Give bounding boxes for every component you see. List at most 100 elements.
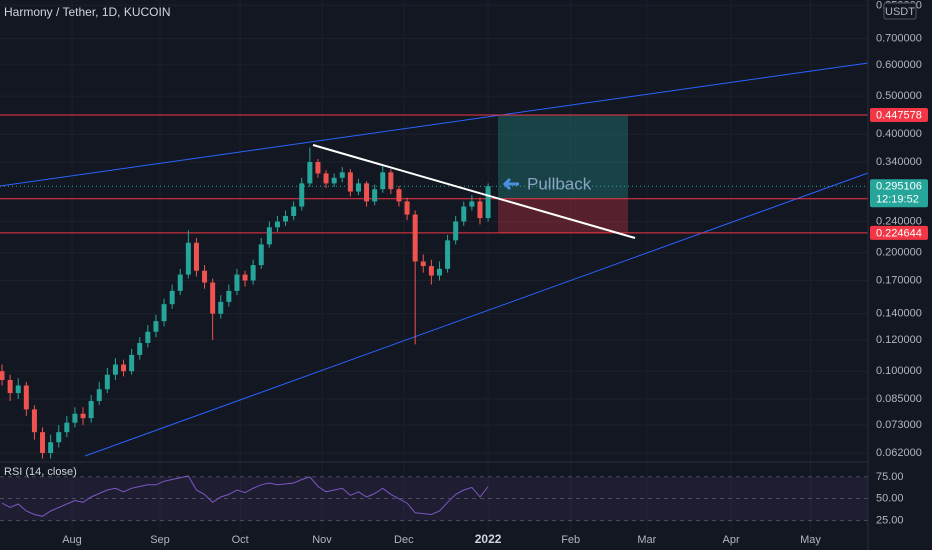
candle-body xyxy=(315,161,321,174)
x-tick-label: 2022 xyxy=(475,532,502,546)
rsi-line xyxy=(1,475,489,517)
candle-body xyxy=(461,206,467,222)
candle-body xyxy=(153,321,159,332)
candle-body xyxy=(104,374,110,390)
candle-body xyxy=(477,201,483,219)
candle-body xyxy=(274,221,280,228)
candle-body xyxy=(283,215,289,222)
level-tag-label: 0.447578 xyxy=(876,109,922,121)
candle-body xyxy=(469,201,475,207)
x-tick-label: Feb xyxy=(561,534,580,546)
candle-body xyxy=(266,227,272,245)
y-tick-label: 0.085000 xyxy=(876,393,922,405)
last-price-tag xyxy=(870,179,928,208)
candle-body xyxy=(121,364,127,372)
candle-body xyxy=(380,172,386,190)
candle-body xyxy=(161,304,167,322)
candle-body xyxy=(112,364,118,375)
candle-body xyxy=(7,379,13,394)
y-tick-label: 0.062000 xyxy=(876,447,922,459)
resistance-line xyxy=(312,144,636,239)
candle-body xyxy=(137,342,143,355)
candle-body xyxy=(234,274,240,291)
candle-body xyxy=(485,186,491,219)
x-tick-label: Oct xyxy=(232,534,249,546)
y-tick-label: 0.140000 xyxy=(876,308,922,320)
candle-body xyxy=(80,413,86,419)
candle-body xyxy=(193,242,199,271)
candle-body xyxy=(364,183,370,202)
candle-body xyxy=(396,189,402,202)
candle-body xyxy=(291,206,297,216)
candle-body xyxy=(185,242,191,275)
candle-body xyxy=(96,389,102,402)
candle-body xyxy=(436,268,442,276)
rsi-tick-label: 50.00 xyxy=(876,493,904,505)
candle-body xyxy=(64,422,70,433)
candle-body xyxy=(307,161,313,184)
y-tick-label: 0.600000 xyxy=(876,59,922,71)
last-price-label: 0.295106 xyxy=(876,181,922,193)
price-axis: 0.8500000.7000000.6000000.5000000.400000… xyxy=(870,0,928,527)
candle-body xyxy=(242,274,248,281)
x-tick-label: Sep xyxy=(150,534,170,546)
x-tick-label: Dec xyxy=(394,534,414,546)
candle-body xyxy=(226,290,232,302)
candle-body xyxy=(202,270,208,283)
y-tick-label: 0.170000 xyxy=(876,274,922,286)
position-box xyxy=(498,114,628,233)
x-tick-label: Nov xyxy=(312,534,332,546)
candle-body xyxy=(445,240,451,269)
candle-body xyxy=(210,282,216,314)
candle-body xyxy=(23,385,29,410)
candle-body xyxy=(404,201,410,215)
rsi-tick-label: 25.00 xyxy=(876,515,904,527)
candle-body xyxy=(331,177,337,184)
candle-body xyxy=(177,274,183,291)
plot xyxy=(0,114,868,517)
y-tick-label: 0.100000 xyxy=(876,365,922,377)
candle-body xyxy=(15,385,21,394)
candle-body xyxy=(388,172,394,190)
candle-body xyxy=(145,331,151,343)
countdown: 12:19:52 xyxy=(876,194,919,206)
y-tick-label: 0.400000 xyxy=(876,128,922,140)
y-tick-label: 0.700000 xyxy=(876,32,922,44)
level-tag-label: 0.224644 xyxy=(876,227,922,239)
candle-body xyxy=(88,401,94,419)
lower-trendline xyxy=(84,172,869,457)
x-tick-label: Mar xyxy=(637,534,656,546)
candle-body xyxy=(0,371,5,380)
candle-body xyxy=(31,409,37,433)
x-tick-label: May xyxy=(800,534,821,546)
currency-box xyxy=(883,2,917,20)
candle-body xyxy=(48,442,54,453)
x-tick-label: Apr xyxy=(723,534,740,546)
y-tick-label: 0.340000 xyxy=(876,156,922,168)
rsi-tick-label: 75.00 xyxy=(876,471,904,483)
chart-title: Harmony / Tether, 1D, KUCOIN xyxy=(4,5,171,19)
y-tick-label: 0.200000 xyxy=(876,247,922,259)
y-tick-label: 0.500000 xyxy=(876,90,922,102)
candle-body xyxy=(420,261,426,267)
candle-body xyxy=(453,221,459,241)
upper-trendline xyxy=(0,62,869,187)
candle-body xyxy=(218,301,224,314)
y-tick-label: 0.240000 xyxy=(876,215,922,227)
x-tick-label: Aug xyxy=(62,534,82,546)
arrow xyxy=(502,177,519,191)
candle-body xyxy=(129,354,135,372)
candle-body xyxy=(339,172,345,178)
level-tag xyxy=(870,225,928,240)
candle-body xyxy=(72,413,78,423)
y-tick-label: 0.120000 xyxy=(876,334,922,346)
annotation: Pullback xyxy=(527,174,592,193)
rsi-title: RSI (14, close) xyxy=(4,466,77,478)
level-tag xyxy=(870,107,928,122)
candle-body xyxy=(323,173,329,184)
currency: USDT xyxy=(885,6,915,18)
candle-body xyxy=(412,214,418,262)
candle-body xyxy=(169,290,175,305)
